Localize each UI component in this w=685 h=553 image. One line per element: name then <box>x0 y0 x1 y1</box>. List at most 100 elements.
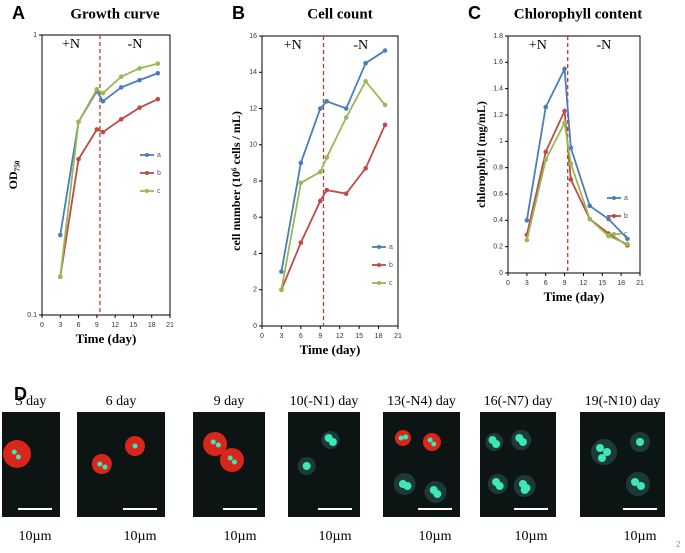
data-point <box>524 237 530 243</box>
image-caption: 16(-N7) day <box>484 394 553 409</box>
legend-label: a <box>389 244 393 251</box>
y-tick-label: 1 <box>499 138 503 145</box>
data-point <box>118 85 124 90</box>
data-point <box>543 104 549 110</box>
legend-marker <box>145 153 149 157</box>
scale-label: 10µm <box>319 529 352 544</box>
x-tick-label: 15 <box>355 333 363 340</box>
y-tick-label: 10 <box>249 142 257 149</box>
data-point <box>606 233 611 239</box>
y-tick-label: 0.4 <box>493 217 503 224</box>
panel-letter: C <box>468 3 481 23</box>
x-tick-label: 21 <box>166 322 174 329</box>
x-tick-label: 18 <box>617 280 625 287</box>
image-caption: 6 day <box>106 394 137 409</box>
plot-frame <box>41 34 171 316</box>
data-point <box>100 129 106 135</box>
y-tick-label: 1.2 <box>493 112 503 119</box>
series-line <box>59 98 159 277</box>
x-tick-label: 21 <box>636 280 644 287</box>
lipid-body <box>598 454 606 462</box>
data-point <box>382 102 388 108</box>
data-point <box>562 108 567 114</box>
lipid-body <box>227 455 233 461</box>
x-axis-label: Time (day) <box>544 289 605 304</box>
x-tick-label: 12 <box>111 322 119 329</box>
legend-label: a <box>157 152 161 159</box>
lipid-body <box>210 439 216 445</box>
data-point <box>543 157 549 163</box>
scale-label: 10µm <box>515 529 548 544</box>
panel-letter: B <box>232 3 245 23</box>
lipid-body <box>433 490 442 498</box>
data-point <box>562 120 567 126</box>
cell <box>219 448 244 472</box>
x-tick-label: 9 <box>95 322 99 329</box>
legend-marker <box>612 214 616 218</box>
lipid-body <box>603 448 611 456</box>
lipid-body <box>132 443 138 449</box>
scale-label: 10µm <box>624 529 657 544</box>
lipid-body <box>328 438 337 446</box>
y-axis-label: chlorophyll (mg/mL) <box>474 101 488 208</box>
x-tick-label: 18 <box>148 322 156 329</box>
lipid-body <box>492 440 501 448</box>
scale-label: 10µm <box>124 529 157 544</box>
series-line <box>525 120 628 245</box>
data-point <box>587 216 593 222</box>
legend-marker <box>377 281 381 285</box>
scale-label: 10µm <box>224 529 257 544</box>
data-point <box>279 287 284 293</box>
annotation: +N <box>529 38 547 53</box>
data-point <box>317 106 323 111</box>
x-tick-label: 3 <box>58 322 62 329</box>
data-point <box>343 191 349 196</box>
y-tick-label: 12 <box>249 105 257 112</box>
x-tick-label: 9 <box>563 280 567 287</box>
data-point <box>94 86 100 92</box>
legend-label: c <box>389 280 393 287</box>
data-point <box>568 145 574 151</box>
y-tick-label: 2 <box>253 287 257 294</box>
chart-title: Chlorophyll content <box>514 6 643 22</box>
image-caption: 13(-N4) day <box>387 394 456 409</box>
data-point <box>137 105 142 110</box>
y-tick-label: 14 <box>249 69 257 76</box>
image-caption: 3 day <box>16 394 47 409</box>
data-point <box>100 90 106 96</box>
y-tick-label: 16 <box>249 33 257 40</box>
lipid-body <box>215 442 221 448</box>
x-tick-label: 6 <box>299 333 303 340</box>
data-point <box>57 274 63 280</box>
y-tick-label: 6 <box>253 214 257 221</box>
annotation: -N <box>128 37 143 52</box>
y-tick-label: 1.4 <box>493 86 503 93</box>
lipid-body <box>631 478 639 486</box>
x-tick-label: 0 <box>40 322 44 329</box>
y-tick-label: 4 <box>253 250 257 257</box>
data-point <box>382 122 388 128</box>
image-caption: 19(-N10) day <box>585 394 661 409</box>
data-point <box>298 240 304 245</box>
micrograph <box>383 412 460 517</box>
x-tick-label: 18 <box>375 333 383 340</box>
legend-label: c <box>624 231 628 238</box>
micrograph <box>480 412 556 517</box>
x-tick-label: 6 <box>544 280 548 287</box>
data-point <box>324 155 330 160</box>
lipid-body <box>518 438 527 446</box>
data-point <box>562 66 567 72</box>
legend-marker <box>377 263 381 267</box>
x-tick-label: 3 <box>525 280 529 287</box>
legend-marker <box>145 189 149 193</box>
x-tick-label: 12 <box>336 333 344 340</box>
data-point <box>363 60 368 66</box>
annotation: +N <box>284 38 302 53</box>
lipid-body <box>398 435 404 441</box>
y-tick-label: 1.8 <box>493 33 503 40</box>
legend-label: c <box>157 188 161 195</box>
lipid-body <box>15 454 21 460</box>
data-point <box>363 79 368 84</box>
data-point <box>298 160 304 166</box>
lipid-body <box>431 441 437 447</box>
